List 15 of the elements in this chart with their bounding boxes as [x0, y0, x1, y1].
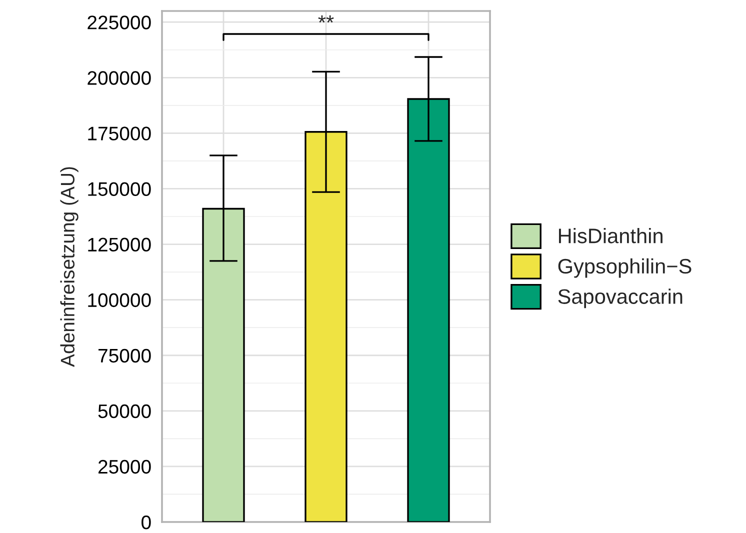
y-tick-label: 25000: [98, 460, 151, 474]
legend-label: Sapovaccarin: [558, 288, 682, 308]
y-tick-label: 75000: [98, 348, 151, 363]
y-axis-title: Adeninfreisetzung (AU): [60, 167, 78, 367]
legend-label: HisDianthin: [558, 228, 662, 244]
annotation: **: [318, 15, 334, 23]
y-tick-label: 125000: [88, 238, 151, 252]
y-tick-label: 175000: [88, 126, 151, 140]
y-tick-label: 50000: [98, 404, 151, 418]
legend-label: Gypsophilin−S: [558, 258, 692, 278]
y-tick-label: 150000: [88, 182, 151, 196]
y-tick-label: 225000: [88, 16, 151, 30]
y-tick-label: 0: [142, 515, 151, 530]
y-tick-label: 100000: [88, 293, 151, 308]
y-tick-label: 200000: [88, 71, 151, 85]
